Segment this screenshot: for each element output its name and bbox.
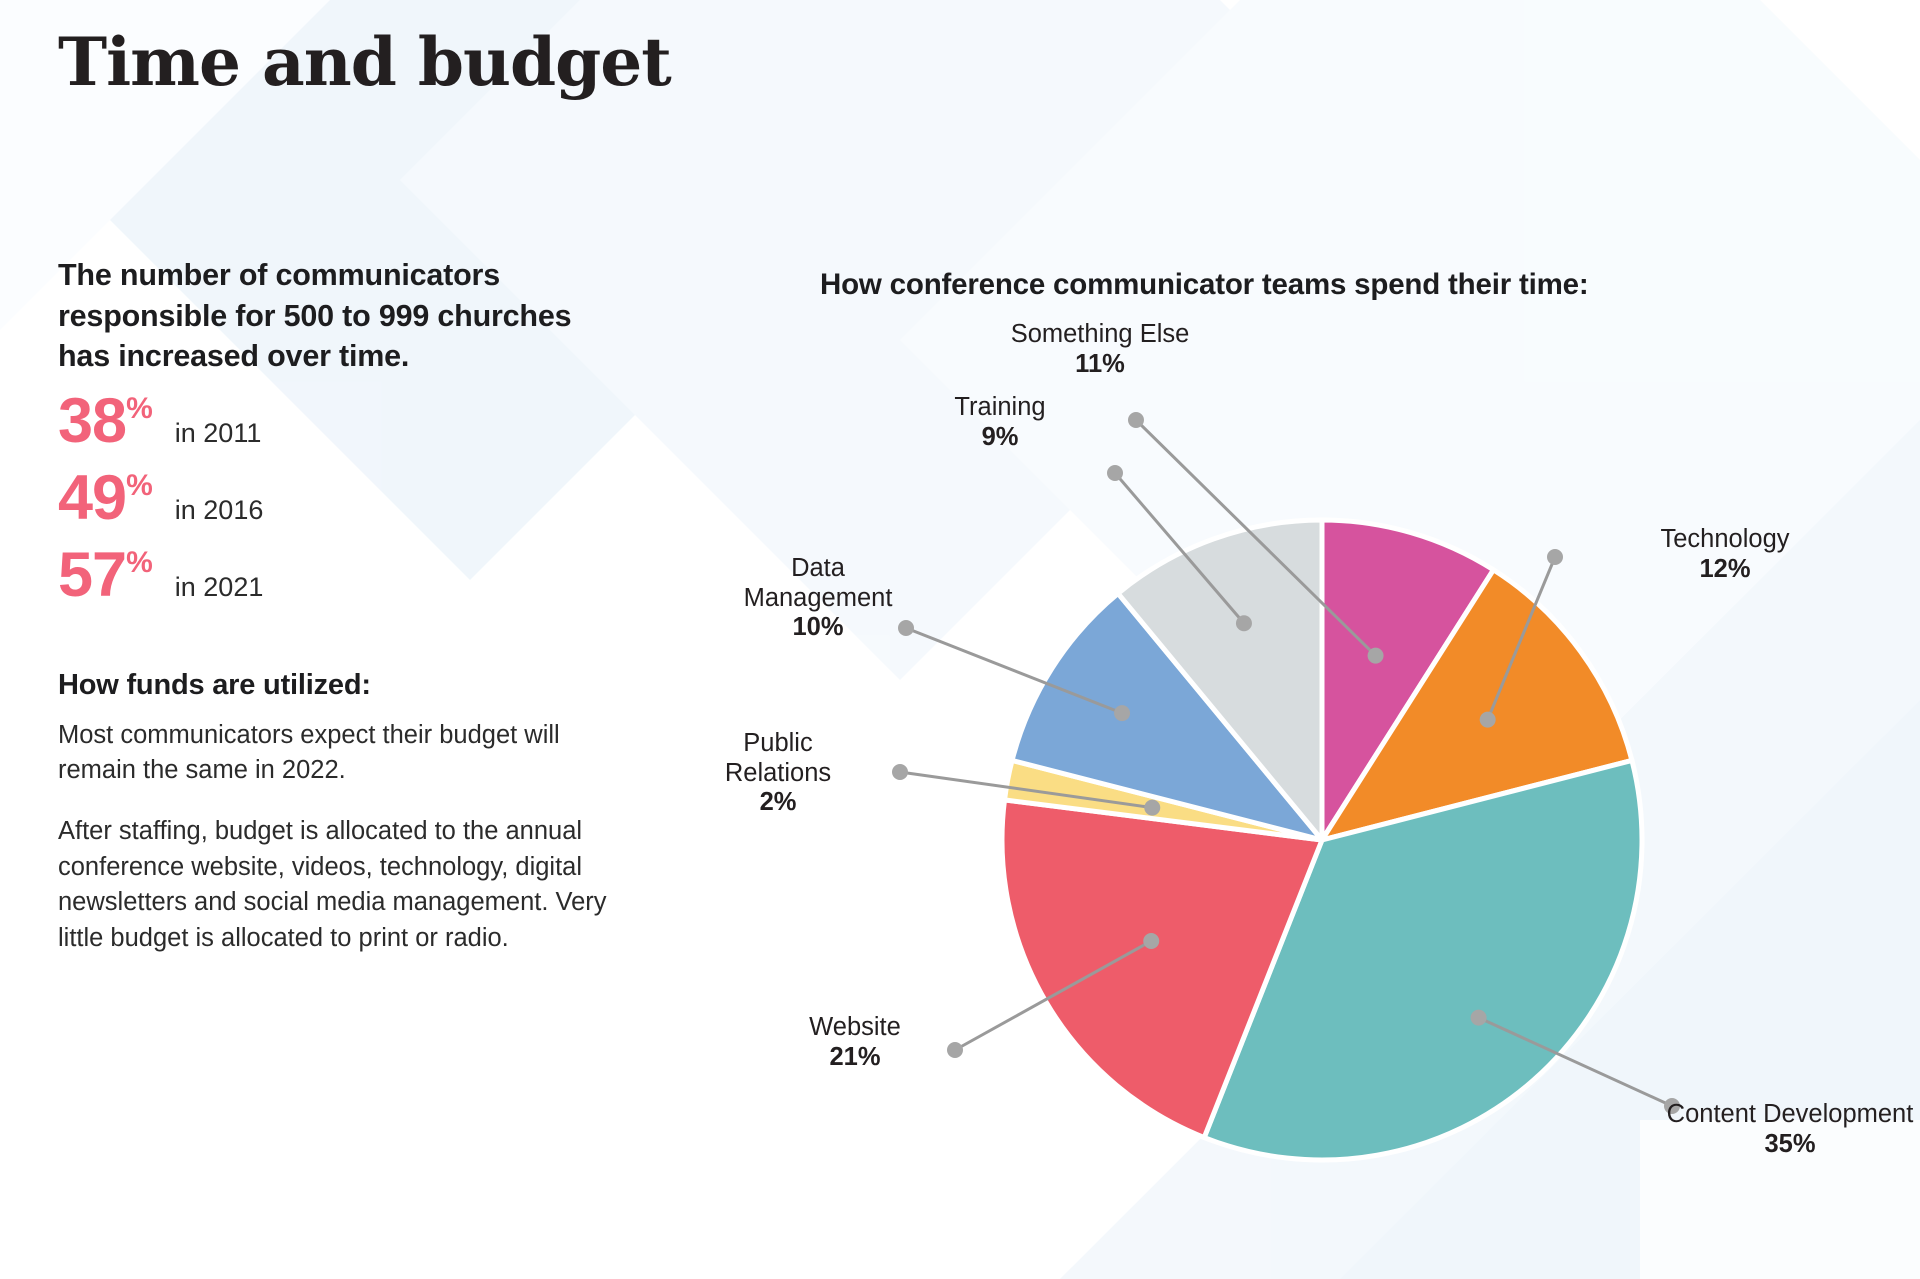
stat-percent-sign: % [126,469,153,503]
pie-slice-something-else [1115,517,1325,843]
pie-label-technology-name: Technology [1660,525,1790,553]
pie-label-website-name: Website [809,1013,901,1041]
left-column: Time and budget The number of communicat… [58,23,698,982]
leader-line-data-management [905,626,1123,715]
pie-label-public-relations: Public Relations 2% [725,729,831,818]
pie-slice-training [1319,517,1496,843]
stat-value: 57 [58,540,127,611]
leader-dot-content-development-label [1664,1098,1680,1114]
leader-line-something-else [1113,472,1246,625]
stat-label: in 2011 [174,418,262,449]
stat-label: in 2021 [174,572,264,603]
stat-row: 57 % in 2021 [58,544,698,607]
pie-label-data-management-name-1: Data [791,554,845,582]
stat-label: in 2016 [174,495,264,526]
pie-label-content-development-value: 35% [1764,1129,1816,1158]
pie-slice-technology [1319,567,1635,843]
pie-label-website: Website 21% [809,1013,901,1072]
leader-dot-technology-slice [1479,711,1496,728]
leader-dot-public-relations-slice [1144,799,1161,816]
pie-label-training: Training 9% [954,393,1045,452]
leader-dot-something-else-label [1107,465,1123,481]
leader-dot-website-slice [1143,932,1160,949]
stat-percent-sign: % [126,546,153,580]
leader-line-public-relations [899,770,1153,810]
pie-slice-website [999,797,1325,1141]
pie-label-technology-value: 12% [1699,554,1751,583]
pie-slices [999,517,1645,1163]
leader-dot-website-label [947,1042,963,1058]
pie-label-something-else: Something Else 11% [1011,320,1190,379]
leader-dot-data-management-slice [1114,705,1131,722]
pie-label-content-development-name: Content Development [1666,1100,1914,1128]
pie-label-public-relations-name-2: Relations [724,758,832,787]
stat-row: 38 % in 2011 [58,390,698,453]
leader-dot-training-slice [1367,647,1384,664]
pie-label-public-relations-name-1: Public [743,729,813,757]
leader-dot-data-management-label [898,620,914,636]
funds-heading: How funds are utilized: [58,669,371,702]
funds-paragraph-2: After staffing, budget is allocated to t… [58,817,607,952]
leader-line-content-development [1477,1016,1673,1108]
pie-label-technology: Technology 12% [1660,525,1789,584]
pie-label-content-development: Content Development 35% [1667,1100,1914,1159]
leader-dot-public-relations-label [892,764,908,780]
leader-dot-training-label [1128,412,1144,428]
leader-line-website [954,939,1152,1052]
pie-leader-lines [892,412,1680,1114]
pie-chart [892,412,1680,1163]
page-title: Time and budget [58,23,672,101]
pie-label-data-management-name-2: Management [743,583,893,612]
chart-title: How conference communicator teams spend … [820,268,1589,301]
stat-percent-sign: % [126,392,153,426]
pie-label-public-relations-value: 2% [759,788,797,817]
pie-label-training-value: 9% [981,422,1019,451]
funds-paragraph-1: Most communicators expect their budget w… [58,721,560,785]
pie-label-website-value: 21% [829,1042,881,1071]
pie-label-something-else-value: 11% [1075,349,1125,378]
leader-dot-technology-label [1547,549,1563,565]
stats-list: 38 % in 2011 49 % in 2016 57 % in 2021 [58,390,698,607]
pie-slice-data-management [1009,590,1325,843]
pie-slice-content-development [1201,757,1645,1163]
pie-label-data-management-value: 10% [792,613,844,642]
pie-label-data-management: Data Management 10% [744,554,893,643]
leader-dot-content-development-slice [1470,1009,1487,1026]
stat-value: 49 [58,463,127,534]
stat-row: 49 % in 2016 [58,467,698,530]
leader-dot-something-else-slice [1235,615,1252,632]
pie-label-something-else-name: Something Else [1010,320,1190,348]
stat-value: 38 [58,386,127,457]
leader-line-training [1134,418,1377,657]
intro-statement: The number of communicators responsible … [58,258,572,373]
pie-label-training-name: Training [954,393,1046,421]
leader-line-technology [1486,556,1557,721]
